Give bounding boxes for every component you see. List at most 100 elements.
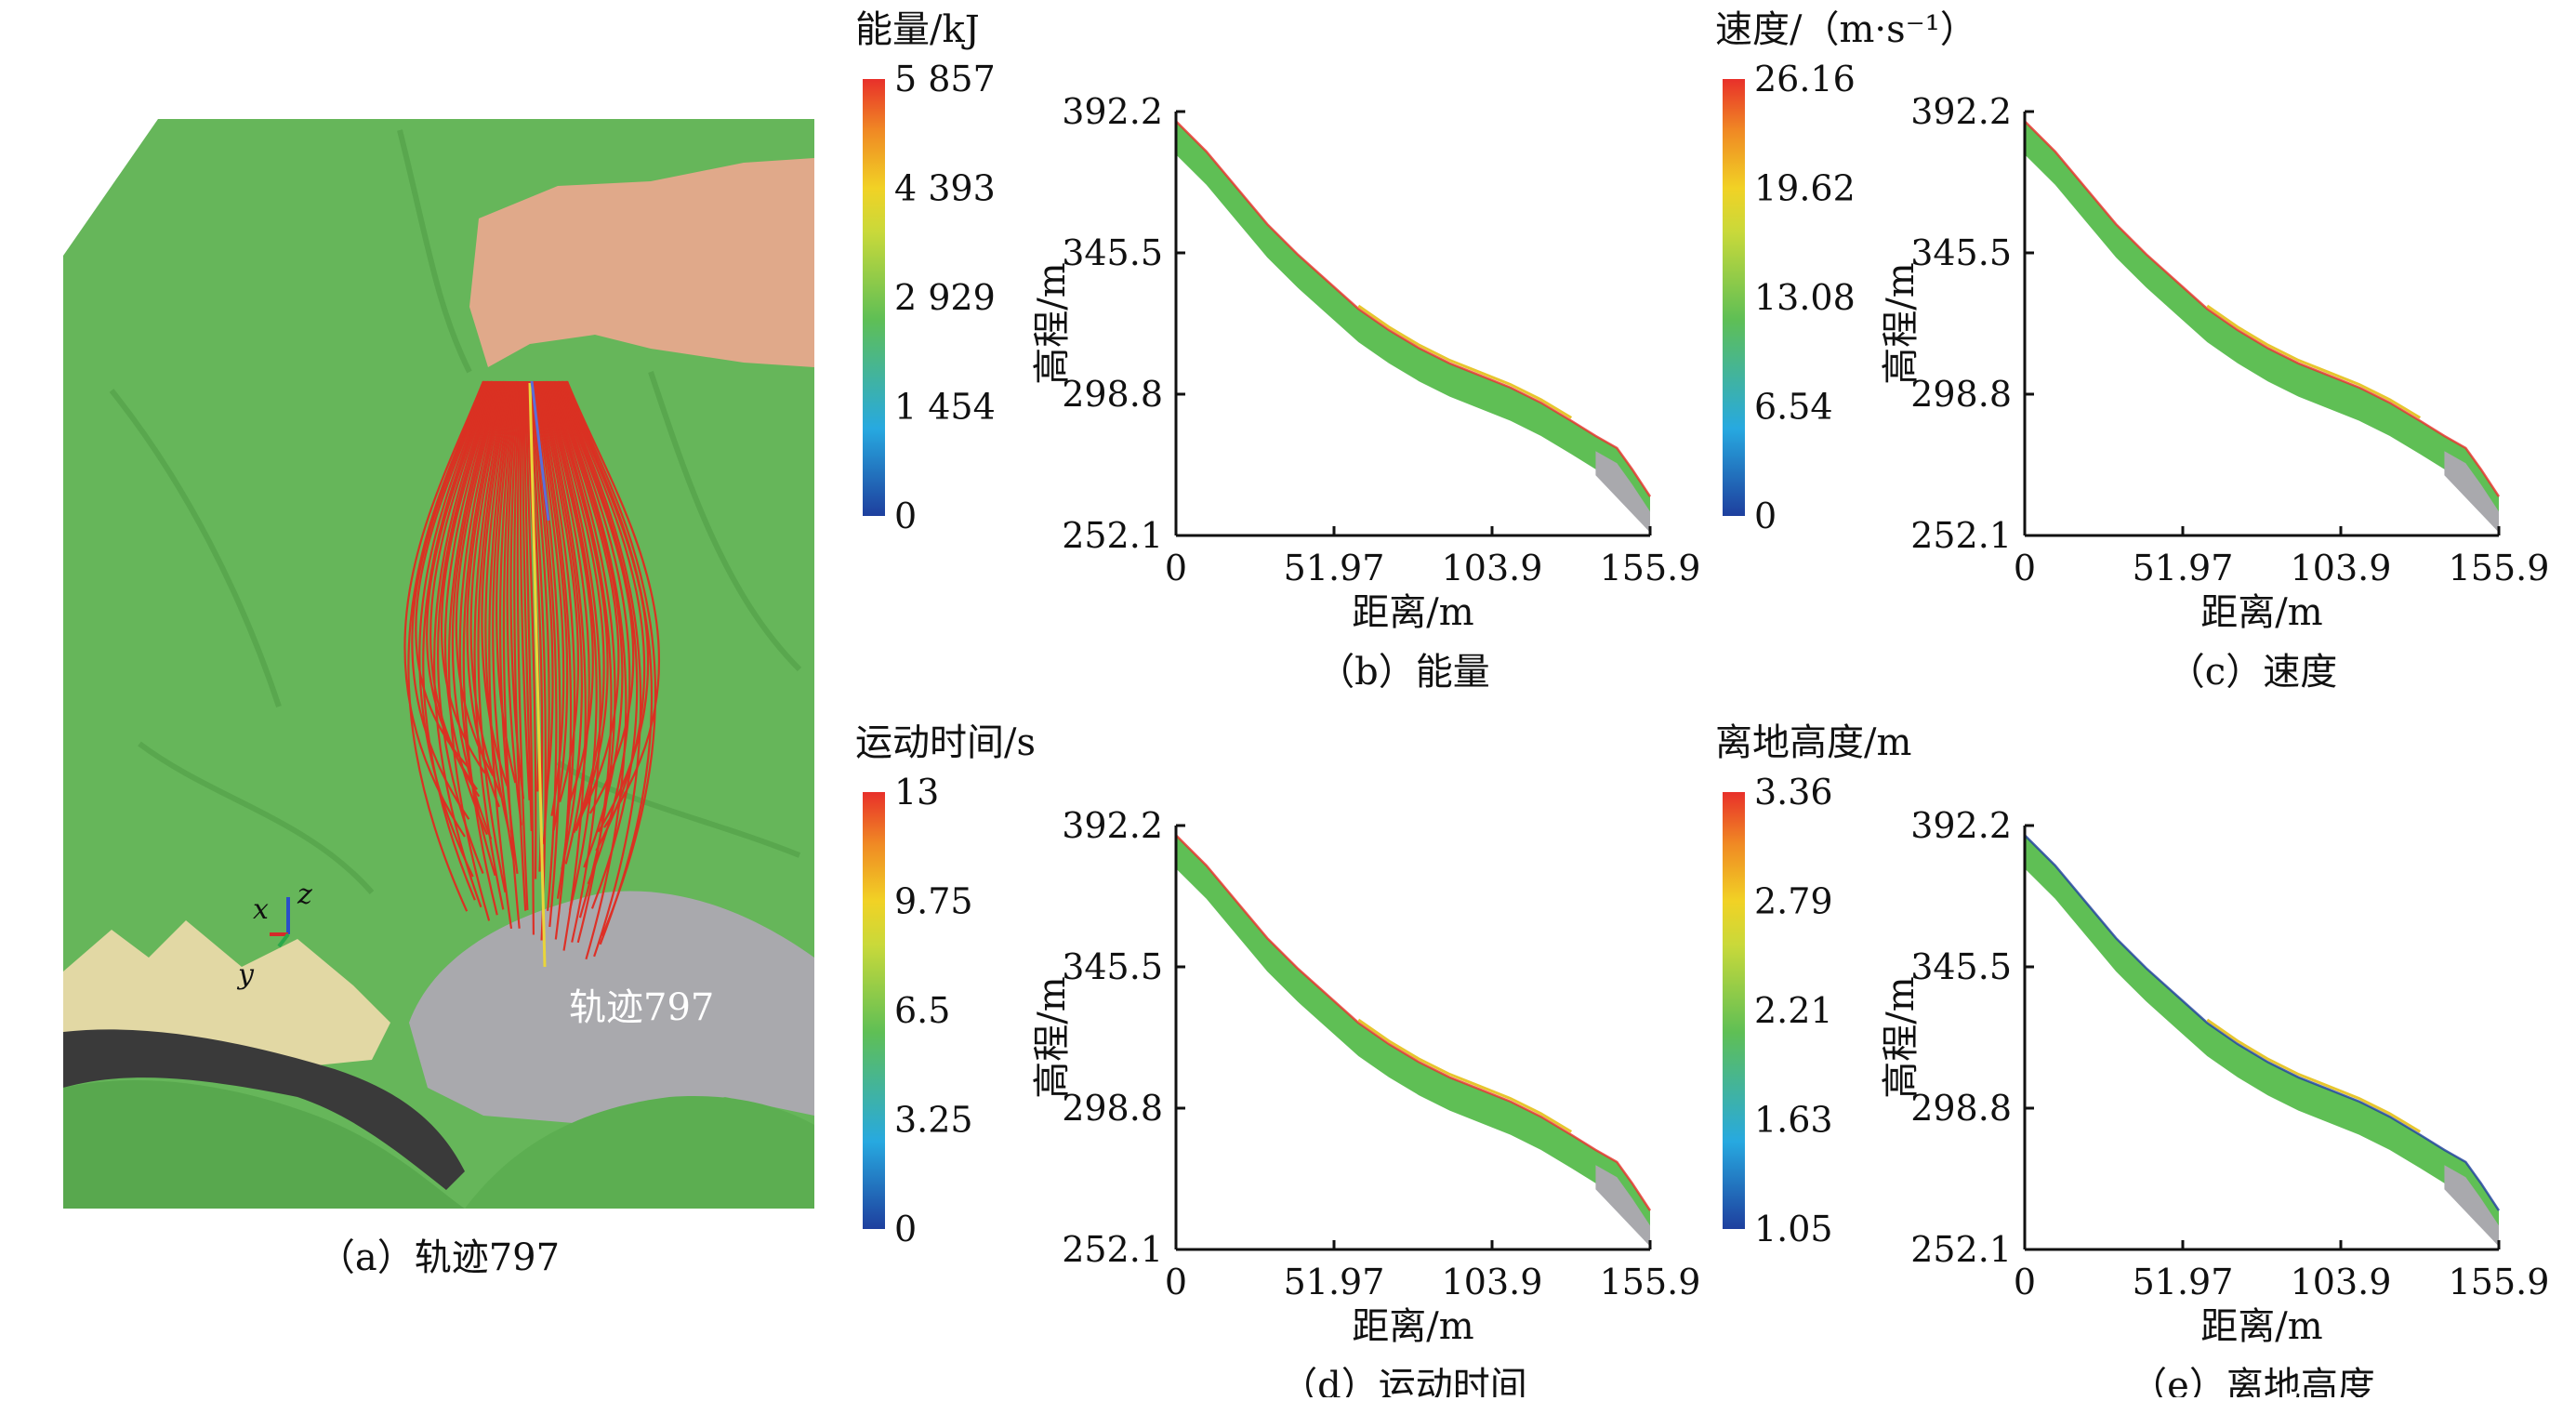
y-tick-label: 392.2: [1062, 805, 1163, 846]
x-tick-label: 0: [1165, 548, 1187, 588]
trajectory-path: [429, 380, 494, 798]
trajectory-edge: [1175, 834, 1652, 1211]
axis-y-label: y: [236, 958, 255, 991]
chart-panel: 392.2 345.5 298.8 252.10 51.97 103.9 155.9 距离/m…: [1031, 91, 1700, 694]
trajectory-path: [484, 380, 511, 833]
trajectory-edge-highlight: [1357, 304, 1573, 419]
trajectory-path: [443, 380, 498, 836]
trajectory-path: [462, 380, 504, 916]
trajectory-path: [544, 380, 594, 808]
trajectory-path: [552, 380, 620, 815]
trajectory-path: [541, 380, 587, 951]
trajectory-path: [557, 380, 635, 814]
x-tick-label: 0: [1165, 1262, 1187, 1302]
trajectory-path: [522, 380, 533, 832]
trajectory-path: [492, 380, 515, 860]
chart-caption: （e）离地高度: [2130, 1365, 2375, 1397]
chart-caption: （b）能量: [1317, 651, 1490, 694]
y-axis-label: 高程/m: [1031, 976, 1074, 1098]
y-tick-label: 392.2: [1910, 805, 2012, 846]
x-tick-label: 155.9: [2449, 1262, 2550, 1302]
trajectory-path: [513, 380, 527, 911]
trajectory-path: [565, 380, 661, 828]
colorbar-title: 运动时间/s: [855, 721, 1036, 764]
colorbar-tick-label: 13.08: [1754, 277, 1856, 318]
trajectory-path: [531, 380, 554, 803]
trajectory-path: [560, 380, 642, 958]
trajectory-path: [535, 380, 569, 831]
trajectory-path: [539, 380, 580, 802]
trajectory-tail: [2444, 1165, 2499, 1247]
x-tick-label: 155.9: [1600, 1262, 1701, 1302]
trajectory-path: [433, 380, 495, 908]
terrain-lower-grass: [63, 1079, 465, 1209]
chart-caption: （c）速度: [2168, 651, 2337, 694]
x-axis-label: 距离/m: [2200, 591, 2322, 634]
x-tick-label: 0: [2014, 1262, 2036, 1302]
trajectory-path: [455, 380, 502, 776]
trajectory-blue: [530, 380, 550, 522]
colorbar-tick-label: 13: [894, 772, 939, 813]
colorbar-tick-label: 1.63: [1754, 1100, 1833, 1141]
colorbar-tick-label: 5 857: [894, 59, 996, 99]
trajectory-path: [534, 380, 565, 816]
trajectory-path: [545, 380, 598, 911]
colorbar-tick-label: 9.75: [894, 881, 973, 922]
y-tick-label: 298.8: [1062, 1088, 1163, 1129]
colorbar-tick-label: 4 393: [894, 168, 996, 209]
trajectory-edge: [2024, 834, 2501, 1211]
trajectory-edge: [2024, 120, 2501, 497]
trajectory-path: [447, 380, 499, 921]
trajectory-path: [543, 380, 590, 865]
x-tick-label: 51.97: [1284, 548, 1385, 588]
colorbar-tick-label: 1.05: [1754, 1209, 1833, 1249]
y-tick-label: 345.5: [1910, 232, 2012, 273]
colorbar-title: 能量/kJ: [855, 8, 980, 51]
trajectory-path: [519, 380, 531, 800]
trajectory-edge-highlight: [2206, 1018, 2422, 1133]
trajectory-tail: [1595, 1165, 1650, 1247]
trajectory-edge: [1175, 120, 1652, 497]
chart-panel: 392.2 345.5 298.8 252.10 51.97 103.9 155.9 距离/m…: [1880, 805, 2550, 1401]
trajectory-band: [1176, 835, 1650, 1244]
y-tick-label: 392.2: [1910, 91, 2012, 132]
y-tick-label: 392.2: [1062, 91, 1163, 132]
colorbar: 运动时间/s 13 9.75 6.5 3.25 0: [855, 721, 1036, 1249]
x-tick-label: 103.9: [1442, 548, 1543, 588]
colorbar: 速度/（m·s⁻¹） 26.16 19.62 13.08 6.54 0: [1715, 8, 1977, 536]
trajectory-path: [477, 380, 509, 892]
colorbars: 能量/kJ 5 857 4 393 2 929 1 454 0 速度/（m·s⁻¹） 26.1…: [855, 8, 1977, 1249]
trajectory-path: [436, 380, 495, 874]
x-tick-label: 103.9: [1442, 1262, 1543, 1302]
x-tick-label: 51.97: [2133, 1262, 2234, 1302]
trajectory-path: [563, 380, 654, 945]
terrain-pink-rock: [469, 158, 814, 367]
terrain-grey-rock: [409, 891, 814, 1125]
x-tick-label: 103.9: [2291, 1262, 2392, 1302]
y-tick-label: 298.8: [1062, 374, 1163, 415]
trajectory-path: [407, 380, 486, 912]
trajectory-path: [415, 380, 488, 772]
trajectory-797: [528, 382, 547, 968]
trajectory-path: [524, 380, 537, 879]
trajectory-path: [426, 380, 492, 790]
trajectory-path: [564, 380, 657, 937]
y-tick-label: 298.8: [1910, 1088, 2012, 1129]
trajectory-edge-highlight: [2206, 304, 2422, 419]
colorbar-tick-label: 0: [894, 496, 917, 536]
x-tick-label: 155.9: [2449, 548, 2550, 588]
chart-panel: 392.2 345.5 298.8 252.10 51.97 103.9 155.9 距离/m…: [1880, 91, 2549, 694]
y-axis-arrow: [277, 932, 290, 948]
colorbar-gradient: [1723, 79, 1745, 516]
colorbar: 离地高度/m 3.36 2.79 2.21 1.63 1.05: [1715, 721, 1911, 1249]
panel-a-terrain-view: x z y 轨迹797 （a）轨迹797: [63, 119, 814, 1279]
colorbar-gradient: [863, 79, 885, 516]
colorbar-tick-label: 0: [1754, 496, 1777, 536]
y-axis-label: 高程/m: [1880, 262, 1922, 384]
y-tick-label: 298.8: [1910, 374, 2012, 415]
trajectory-path: [548, 380, 605, 834]
trajectory-path: [548, 380, 609, 831]
